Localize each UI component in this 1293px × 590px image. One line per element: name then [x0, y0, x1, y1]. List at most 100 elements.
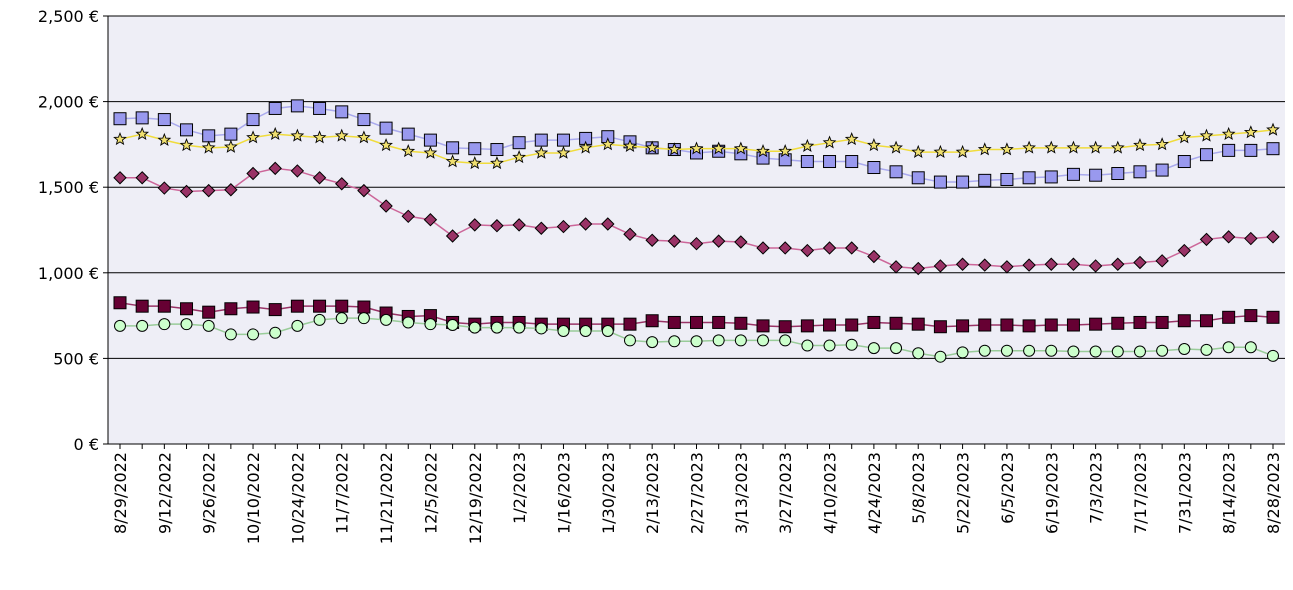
circle-marker — [779, 334, 792, 347]
circle-marker — [335, 312, 348, 325]
star-marker — [113, 132, 127, 146]
star-marker — [977, 142, 992, 156]
diamond-marker — [689, 236, 704, 251]
circle-marker — [845, 338, 858, 351]
x-tick-label: 9/12/2022 — [155, 452, 174, 534]
diamond-marker — [1088, 259, 1103, 273]
square-marker — [268, 303, 282, 317]
square-marker — [823, 318, 837, 332]
diamond-marker — [179, 184, 194, 199]
square-marker — [1244, 143, 1258, 157]
diamond-marker — [1177, 243, 1192, 258]
square-marker — [246, 300, 260, 314]
diamond-marker — [312, 171, 327, 185]
star-marker — [600, 137, 615, 151]
star-marker — [201, 140, 216, 154]
x-tick-label: 4/24/2023 — [865, 452, 884, 534]
diamond-marker — [357, 183, 371, 198]
star-marker — [1177, 130, 1192, 144]
circle-marker — [1000, 344, 1013, 357]
square-marker — [978, 318, 992, 332]
square-marker — [401, 127, 415, 141]
diamond-marker — [401, 209, 415, 224]
circle-marker — [623, 334, 636, 347]
x-tick-label: 9/26/2022 — [200, 452, 219, 534]
diamond-marker — [468, 218, 482, 232]
diamond-marker — [933, 259, 948, 273]
circle-marker — [468, 321, 481, 334]
diamond-marker — [224, 183, 238, 197]
series-1-star — [113, 122, 1280, 170]
star-marker — [1044, 140, 1059, 154]
square-marker — [1000, 172, 1014, 186]
diamond-marker — [978, 258, 992, 272]
circle-marker — [668, 335, 681, 348]
circle-marker — [1200, 343, 1213, 356]
x-tick-label: 10/24/2022 — [288, 452, 307, 544]
x-tick-label: 7/17/2023 — [1131, 452, 1150, 534]
square-marker — [180, 123, 194, 137]
star-marker — [556, 145, 571, 159]
plot-area-background — [108, 16, 1285, 444]
square-marker — [202, 129, 216, 143]
star-marker — [756, 144, 770, 158]
diamond-marker — [246, 166, 260, 181]
star-marker — [1110, 140, 1125, 154]
square-marker — [1111, 167, 1125, 181]
star-marker — [911, 144, 926, 158]
square-marker — [911, 317, 925, 331]
diamond-marker — [845, 241, 859, 255]
diamond-marker — [113, 171, 127, 185]
x-tick-label: 1/30/2023 — [599, 452, 618, 534]
circle-marker — [912, 347, 925, 360]
circle-marker — [601, 325, 614, 338]
square-marker — [1022, 171, 1036, 185]
circle-marker — [136, 319, 149, 332]
square-marker — [135, 111, 149, 125]
circle-marker — [291, 319, 304, 332]
square-marker — [534, 133, 548, 147]
diamond-marker — [778, 241, 792, 255]
star-marker — [179, 138, 194, 152]
circle-marker — [1222, 341, 1235, 354]
square-marker — [1044, 170, 1058, 184]
square-marker — [1111, 316, 1125, 330]
square-marker — [512, 136, 526, 150]
square-marker — [778, 320, 792, 334]
star-marker — [334, 128, 349, 142]
star-marker — [1133, 138, 1147, 152]
x-axis-tick-labels: 8/29/2022 9/12/2022 9/26/2022 10/10/2022 10/… — [111, 444, 1283, 544]
diamond-marker — [379, 199, 393, 213]
diamond-marker — [1022, 258, 1036, 272]
square-marker — [157, 299, 171, 313]
diamond-marker — [623, 227, 637, 241]
square-marker — [623, 317, 637, 331]
square-marker — [379, 121, 393, 135]
series-3-square — [113, 296, 1280, 334]
star-marker — [490, 155, 504, 170]
diamond-marker — [1000, 260, 1014, 274]
series-layer — [113, 99, 1280, 363]
circle-marker — [513, 321, 526, 334]
square-marker — [157, 113, 171, 127]
star-marker — [268, 126, 283, 140]
star-marker — [423, 145, 438, 159]
diamond-marker — [1221, 230, 1236, 244]
square-marker — [933, 175, 947, 189]
star-marker — [157, 132, 172, 146]
y-axis-tick-labels: 0 € 500 € 1,000 € 1,500 € 2,000 € 2,500 € — [38, 7, 108, 454]
circle-marker — [380, 313, 393, 326]
circle-marker — [978, 344, 991, 357]
star-marker — [844, 132, 859, 146]
square-marker — [1155, 315, 1169, 329]
circle-marker — [579, 325, 592, 338]
star-marker — [623, 138, 637, 152]
circle-marker — [158, 318, 171, 331]
x-tick-label: 5/8/2023 — [909, 452, 928, 524]
square-marker — [335, 299, 349, 313]
circle-marker — [1023, 344, 1036, 357]
star-marker — [822, 135, 837, 149]
circle-marker — [690, 335, 703, 348]
square-marker — [823, 155, 837, 169]
square-marker — [800, 155, 814, 169]
